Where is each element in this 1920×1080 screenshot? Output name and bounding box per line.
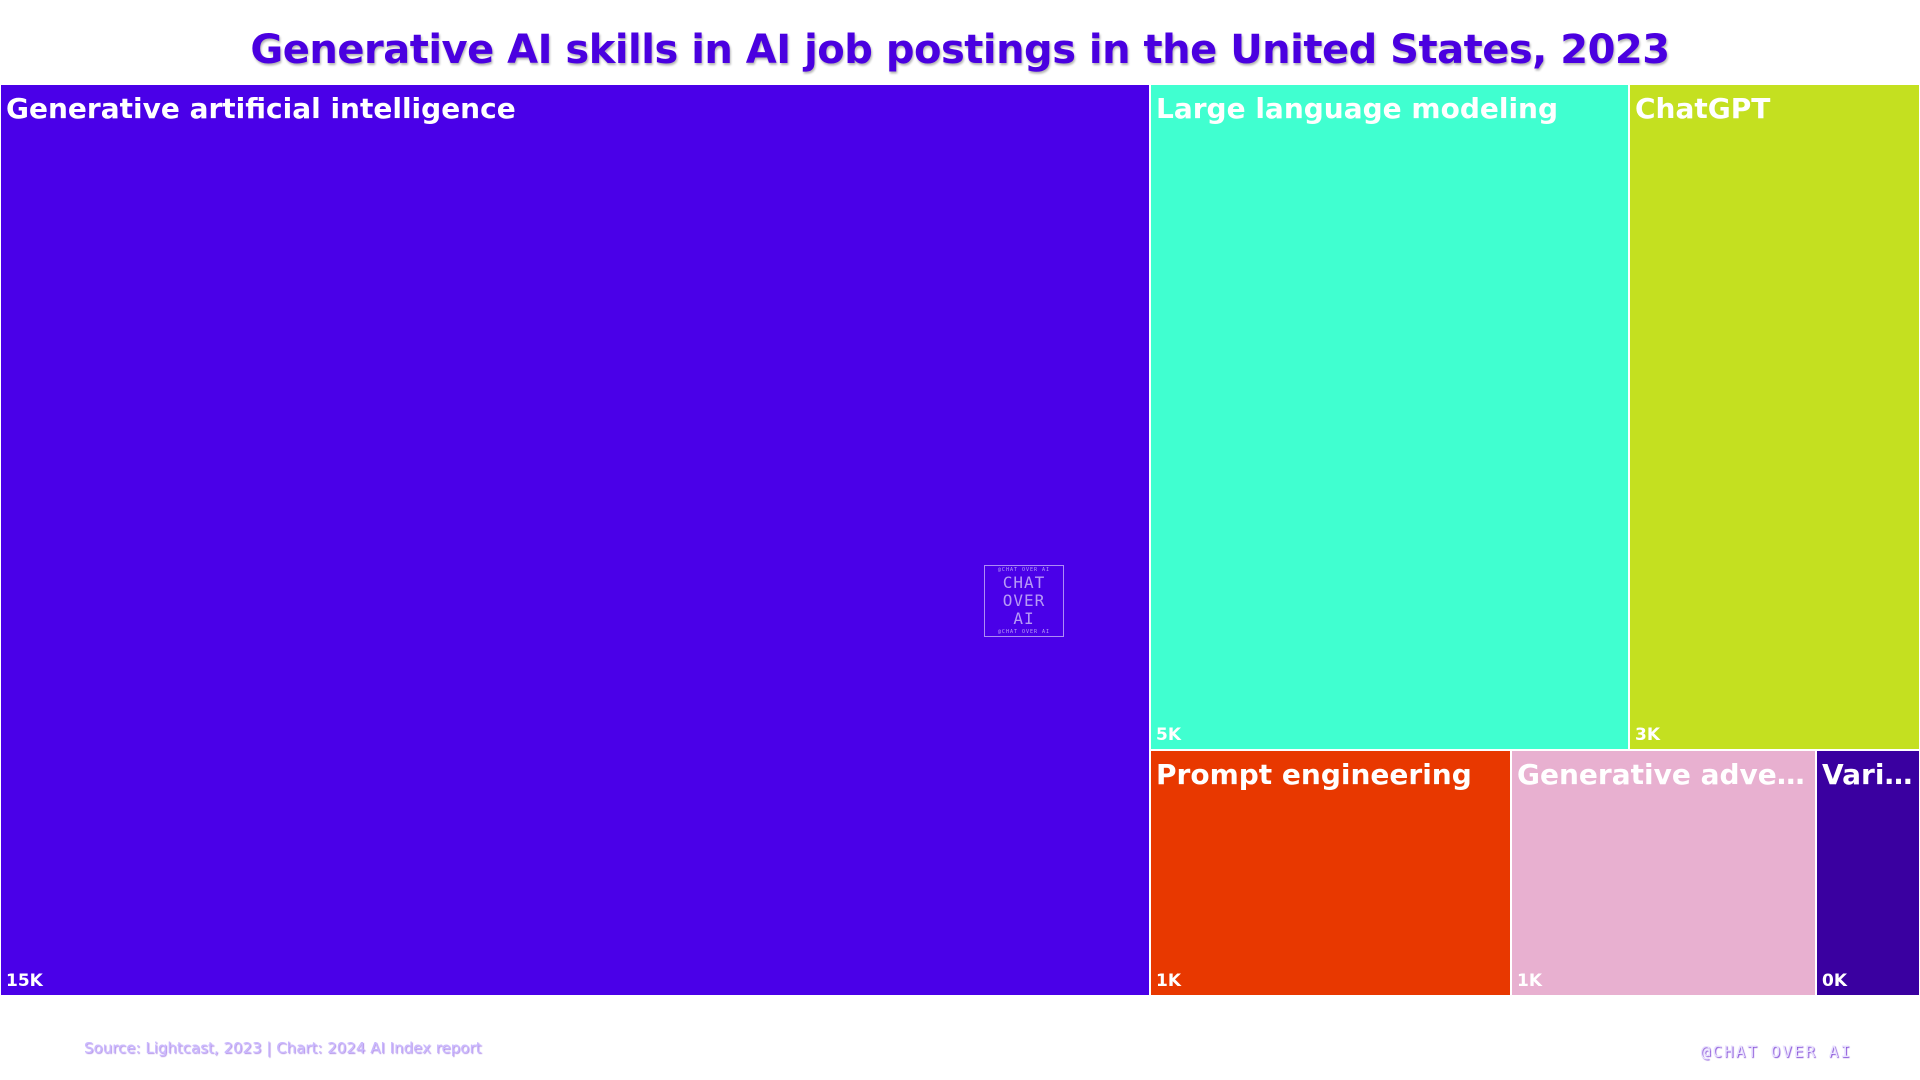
treemap-chart: Generative artificial intelligence 15K Lar…	[0, 84, 1920, 996]
source-note: Source: Lightcast, 2023 | Chart: 2024 AI…	[84, 1039, 482, 1057]
treemap-tile-label: Generative adver…	[1517, 758, 1809, 791]
treemap-tile-vari: Vari… 0K	[1816, 750, 1920, 996]
treemap-tile-large-language-modeling: Large language modeling 5K	[1150, 84, 1629, 750]
treemap-tile-label: Large language modeling	[1156, 92, 1559, 125]
watermark-small-top: @CHAT OVER AI	[997, 567, 1051, 573]
treemap-tile-value: 5K	[1156, 725, 1182, 745]
chart-title: Generative AI skills in AI job postings …	[250, 27, 1670, 73]
treemap-tile-value: 1K	[1156, 971, 1182, 991]
treemap-tile-label: Vari…	[1822, 758, 1913, 791]
treemap-tile-generative-artificial-intelligence: Generative artificial intelligence 15K	[0, 84, 1150, 996]
watermark-line-2: OVER	[1002, 591, 1046, 610]
treemap-tile-chatgpt: ChatGPT 3K	[1629, 84, 1920, 750]
chat-over-ai-watermark-logo: @CHAT OVER AI CHAT OVER AI @CHAT OVER AI	[984, 565, 1064, 637]
treemap-tile-value: 3K	[1635, 725, 1661, 745]
treemap-tile-label: Prompt engineering	[1156, 758, 1472, 791]
watermark-line-3: AI	[1013, 609, 1035, 628]
treemap-tile-value: 1K	[1517, 971, 1543, 991]
brand-handle: @CHAT OVER AI	[1700, 1042, 1852, 1061]
watermark-small-bottom: @CHAT OVER AI	[997, 629, 1051, 635]
treemap-tile-prompt-engineering: Prompt engineering 1K	[1150, 750, 1511, 996]
treemap-tile-generative-adver: Generative adver… 1K	[1511, 750, 1816, 996]
treemap-tile-value: 15K	[6, 971, 43, 991]
treemap-tile-value: 0K	[1822, 971, 1848, 991]
treemap-tile-label: Generative artificial intelligence	[6, 92, 516, 125]
watermark-line-1: CHAT	[1002, 573, 1046, 592]
treemap-tile-label: ChatGPT	[1635, 92, 1771, 125]
